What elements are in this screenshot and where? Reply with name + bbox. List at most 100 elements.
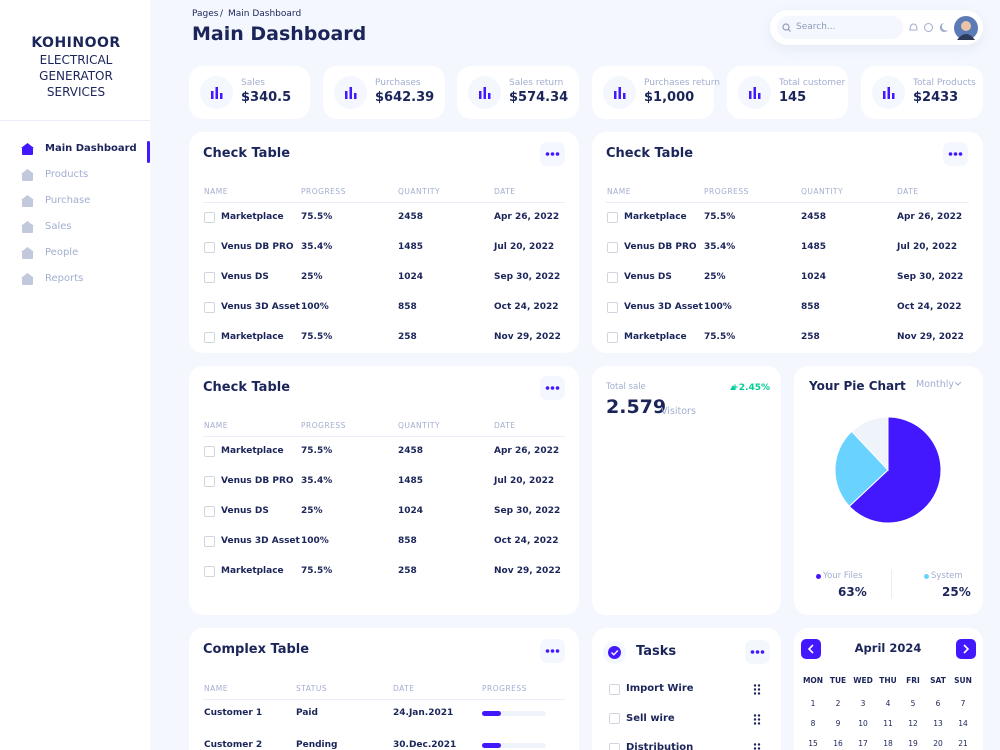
- cell: 858: [398, 536, 417, 546]
- row-checkbox[interactable]: [607, 301, 618, 313]
- stat-icon: [479, 87, 491, 99]
- calendar-day[interactable]: 4: [885, 698, 891, 708]
- stat-icon: [211, 87, 223, 99]
- row-checkbox[interactable]: [204, 475, 215, 487]
- search-input[interactable]: [777, 16, 903, 39]
- row-checkbox[interactable]: [607, 331, 618, 343]
- pie-chart: [834, 416, 942, 524]
- card-title: Check Table: [606, 146, 694, 161]
- cell: Nov 29, 2022: [494, 566, 561, 576]
- stat-label: Total customer: [779, 78, 846, 88]
- task-checkbox[interactable]: [609, 683, 620, 695]
- calendar-day[interactable]: 3: [860, 698, 866, 708]
- calendar-day[interactable]: 17: [858, 738, 868, 748]
- next-month[interactable]: [956, 639, 976, 659]
- cell: Nov 29, 2022: [494, 332, 561, 342]
- pie-period[interactable]: Monthly: [916, 378, 955, 390]
- calendar-day[interactable]: 11: [883, 718, 893, 728]
- stat-label: Purchases return: [644, 78, 720, 88]
- stat-label: Sales: [241, 78, 265, 88]
- row-checkbox[interactable]: [204, 331, 215, 343]
- calendar-day[interactable]: 10: [858, 718, 868, 728]
- stat-value: $574.34: [509, 90, 569, 105]
- calendar-day[interactable]: 7: [960, 698, 966, 708]
- cell: Venus DB PRO: [221, 242, 294, 252]
- row-checkbox[interactable]: [204, 565, 215, 577]
- weekday: THU: [879, 675, 897, 685]
- row-checkbox[interactable]: [204, 445, 215, 457]
- column-header: PROGRESS: [704, 186, 749, 196]
- calendar-card: [794, 628, 983, 750]
- weekday: SUN: [954, 675, 972, 685]
- calendar-day[interactable]: 19: [908, 738, 918, 748]
- calendar-day[interactable]: 15: [808, 738, 818, 748]
- nav-item[interactable]: People: [45, 247, 79, 258]
- row-checkbox[interactable]: [607, 211, 618, 223]
- legend-dot: [816, 574, 821, 579]
- column-header: QUANTITY: [398, 420, 441, 430]
- change-arrow: [730, 385, 736, 390]
- cell: Marketplace: [624, 332, 687, 342]
- legend-dot: [924, 574, 929, 579]
- search-icon: [782, 23, 791, 32]
- calendar-day[interactable]: 14: [958, 718, 968, 728]
- drag-handle[interactable]: [753, 684, 761, 695]
- cell: 75.5%: [301, 212, 333, 222]
- menu-icon: [750, 650, 765, 654]
- calendar-day[interactable]: 2: [835, 698, 841, 708]
- menu-icon: [545, 386, 560, 390]
- header-icons[interactable]: [908, 22, 950, 33]
- cell: 1024: [398, 272, 424, 282]
- calendar-day[interactable]: 21: [958, 738, 968, 748]
- check-table-card: [189, 132, 579, 353]
- calendar-day[interactable]: 8: [810, 718, 816, 728]
- column-header: QUANTITY: [801, 186, 844, 196]
- nav-item[interactable]: Products: [45, 169, 89, 180]
- task-checkbox[interactable]: [609, 742, 620, 750]
- cell: 858: [801, 302, 820, 312]
- cell: 35.4%: [704, 242, 736, 252]
- page-title: Main Dashboard: [192, 23, 367, 45]
- nav-item[interactable]: Purchase: [45, 195, 91, 206]
- cell: Sep 30, 2022: [494, 272, 561, 282]
- drag-handle[interactable]: [753, 743, 761, 750]
- calendar-day[interactable]: 13: [933, 718, 943, 728]
- stat-value: $340.5: [241, 90, 292, 105]
- prev-month[interactable]: [801, 639, 821, 659]
- legend-name: System: [931, 570, 963, 581]
- column-header: PROGRESS: [301, 420, 346, 430]
- nav-item[interactable]: Sales: [45, 221, 72, 232]
- prev-arrow: [807, 644, 814, 654]
- calendar-day[interactable]: 16: [833, 738, 843, 748]
- cell: Marketplace: [221, 332, 284, 342]
- cell: Oct 24, 2022: [494, 536, 559, 546]
- progress-fill: [482, 743, 502, 748]
- calendar-day[interactable]: 9: [835, 718, 841, 728]
- row-checkbox[interactable]: [607, 241, 618, 253]
- column-header: STATUS: [296, 683, 328, 693]
- calendar-day[interactable]: 20: [933, 738, 943, 748]
- row-checkbox[interactable]: [204, 211, 215, 223]
- row-checkbox[interactable]: [204, 301, 215, 313]
- stat-label: Purchases: [375, 78, 421, 88]
- cell: Marketplace: [624, 212, 687, 222]
- nav-item[interactable]: Main Dashboard: [45, 143, 137, 154]
- row-checkbox[interactable]: [607, 271, 618, 283]
- brand-subtitle: ELECTRICAL GENERATOR SERVICES: [39, 53, 113, 99]
- row-checkbox[interactable]: [204, 271, 215, 283]
- column-header: DATE: [494, 186, 516, 196]
- row-checkbox[interactable]: [204, 241, 215, 253]
- drag-handle[interactable]: [753, 713, 761, 725]
- column-header: PROGRESS: [482, 683, 527, 693]
- column-header: QUANTITY: [398, 186, 441, 196]
- calendar-day[interactable]: 6: [935, 698, 941, 708]
- calendar-day[interactable]: 18: [883, 738, 893, 748]
- row-checkbox[interactable]: [204, 535, 215, 547]
- task-checkbox[interactable]: [609, 713, 620, 724]
- calendar-day[interactable]: 1: [810, 698, 816, 708]
- cell: Apr 26, 2022: [897, 212, 963, 222]
- row-checkbox[interactable]: [204, 505, 215, 517]
- calendar-day[interactable]: 12: [908, 718, 918, 728]
- nav-item[interactable]: Reports: [45, 273, 84, 284]
- calendar-day[interactable]: 5: [910, 698, 916, 708]
